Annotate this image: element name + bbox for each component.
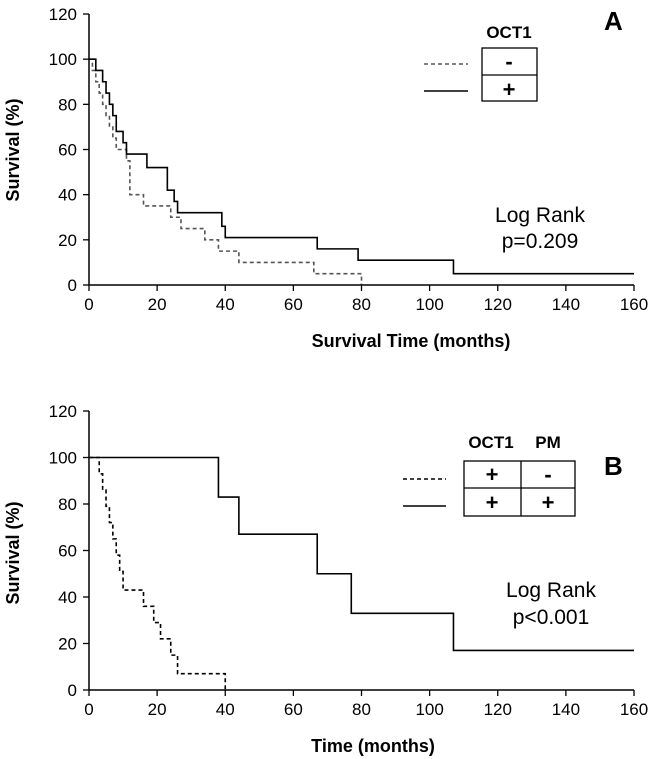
survival-curve-dashed	[89, 58, 363, 285]
legend-symbol: +	[486, 490, 499, 515]
panel-a: 0 20 40 60 80 100 120 140 160 0 20 40 60 80 100 120 Su…	[3, 5, 648, 351]
x-tick-label: 140	[552, 295, 580, 314]
x-tick-label: 160	[620, 700, 648, 719]
x-tick-label: 40	[216, 700, 235, 719]
x-axis-title: Time (months)	[311, 736, 435, 756]
legend-symbol: +	[486, 462, 499, 487]
x-tick-label: 140	[552, 700, 580, 719]
y-tick-label: 100	[49, 449, 77, 468]
y-tick-label: 60	[58, 141, 77, 160]
y-tick-label: 0	[68, 681, 77, 700]
y-tick-label: 80	[58, 95, 77, 114]
y-tick-label: 0	[68, 276, 77, 295]
x-tick-label: 100	[415, 700, 443, 719]
legend-header: PM	[535, 433, 561, 452]
x-axis-title: Survival Time (months)	[312, 331, 511, 351]
y-tick-label: 120	[49, 402, 77, 421]
x-tick-label: 100	[415, 295, 443, 314]
x-tick-label: 80	[352, 700, 371, 719]
survival-curve-solid	[89, 456, 634, 652]
legend-header: OCT1	[486, 23, 531, 42]
legend-box	[481, 47, 538, 102]
logrank-label: Log Rank	[506, 579, 596, 602]
y-axis-title: Survival (%)	[3, 98, 23, 201]
x-tick-label: 60	[284, 700, 303, 719]
y-tick-label: 20	[58, 635, 77, 654]
x-tick-label: 120	[484, 295, 512, 314]
y-tick-label: 20	[58, 231, 77, 250]
panel-b: 0 20 40 60 80 100 120 140 160 0 20 40 60 80 100 120 Ti…	[3, 402, 648, 756]
x-tick-label: 60	[284, 295, 303, 314]
y-axis-title: Survival (%)	[3, 501, 23, 604]
y-tick-label: 120	[49, 5, 77, 24]
panel-label: B	[604, 451, 623, 481]
x-tick-label: 160	[620, 295, 648, 314]
x-tick-label: 40	[216, 295, 235, 314]
y-tick-label: 40	[58, 186, 77, 205]
y-tick-label: 60	[58, 542, 77, 561]
y-tick-label: 100	[49, 50, 77, 69]
legend-header: OCT1	[468, 433, 513, 452]
legend-symbol: +	[542, 490, 555, 515]
logrank-label: Log Rank	[495, 204, 585, 227]
x-tick-label: 0	[84, 700, 93, 719]
survival-curve-solid	[89, 58, 634, 275]
legend-symbol: +	[503, 77, 516, 102]
y-tick-label: 40	[58, 588, 77, 607]
x-tick-label: 20	[148, 295, 167, 314]
logrank-pvalue: p=0.209	[502, 230, 579, 253]
y-tick-label: 80	[58, 495, 77, 514]
logrank-pvalue: p<0.001	[513, 606, 590, 629]
legend-box	[463, 460, 576, 517]
x-tick-label: 0	[84, 295, 93, 314]
panel-label: A	[604, 6, 623, 36]
x-tick-label: 120	[484, 700, 512, 719]
x-tick-label: 20	[148, 700, 167, 719]
survival-curve-dashed	[89, 456, 227, 690]
legend-symbol: -	[544, 462, 551, 487]
x-tick-label: 80	[352, 295, 371, 314]
legend-symbol: -	[505, 49, 512, 74]
